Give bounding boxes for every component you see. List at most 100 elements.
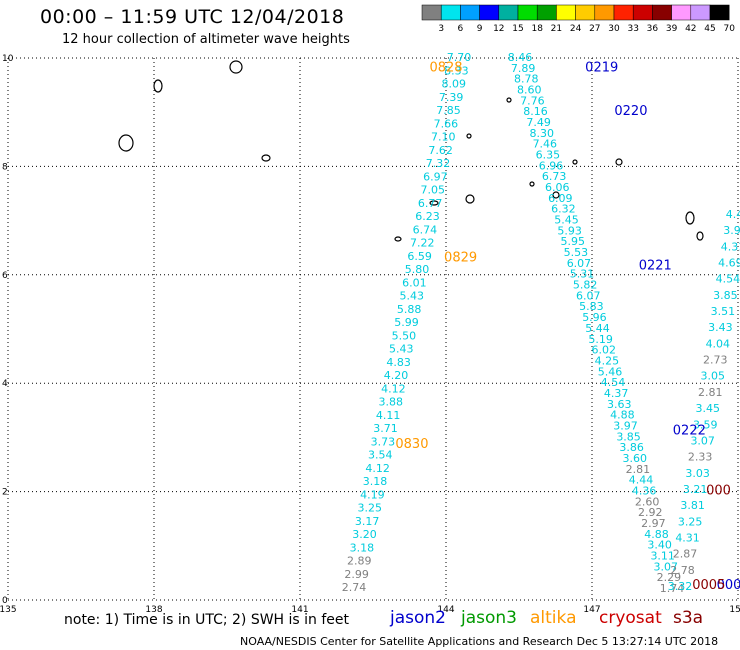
wave-height-label: 2.99: [344, 568, 369, 581]
wave-height-label: 4.88: [644, 528, 669, 541]
legend-altika: altika: [530, 608, 577, 628]
island-outline: [261, 154, 271, 162]
wave-height-label: 4.83: [386, 356, 411, 369]
wave-height-label: 6.06: [545, 181, 570, 194]
scale-label: 30: [608, 24, 620, 34]
wave-height-label: 6.09: [548, 192, 573, 205]
wave-height-label: 2.78: [670, 564, 695, 577]
wave-height-label: 4.69: [718, 257, 740, 270]
wave-height-label: 5.83: [579, 300, 604, 313]
island-outline: [685, 211, 695, 225]
wave-height-label: 7.49: [526, 116, 551, 129]
wave-height-label: 3.18: [363, 475, 388, 488]
lat-tick-label: 2: [2, 488, 8, 498]
wave-height-label: 7.70: [447, 51, 472, 64]
wave-height-label: 3.03: [685, 467, 710, 480]
wave-height-label: 2.81: [698, 386, 723, 399]
scale-label: 27: [589, 24, 600, 34]
legend-s3a: s3a: [673, 608, 704, 628]
wave-height-label: 3.88: [379, 396, 404, 409]
wave-height-label: 3.73: [371, 435, 396, 448]
island-outline: [153, 79, 163, 93]
scale-swatch: [690, 4, 711, 21]
wave-height-label: 4.36: [632, 484, 657, 497]
wave-height-label: 8.16: [523, 105, 548, 118]
wave-height-label: 4.12: [381, 382, 406, 395]
scale-label: 24: [570, 24, 582, 34]
pass-time-label: 0221: [639, 258, 672, 273]
wave-height-label: 3.40: [647, 539, 672, 552]
wave-height-label: 4.31: [675, 531, 700, 544]
scale-swatch: [440, 4, 461, 21]
wave-height-label: 3.98: [723, 224, 740, 237]
island-outline: [696, 231, 704, 241]
island-outline: [118, 134, 134, 152]
wave-height-label: 2.33: [688, 451, 713, 464]
wave-height-label: 2.92: [638, 506, 663, 519]
wave-height-label: 8.33: [444, 64, 469, 77]
scale-swatch: [536, 4, 557, 21]
scale-swatch: [479, 4, 500, 21]
wave-height-label: 2.81: [626, 463, 651, 476]
wave-height-label: 3.43: [708, 321, 733, 334]
wave-height-label: 8.78: [514, 73, 539, 86]
wave-height-label: 6.23: [415, 210, 440, 223]
wave-height-label: 5.45: [554, 214, 579, 227]
wave-height-label: 4.54: [601, 376, 626, 389]
wave-height-label: 4.19: [360, 488, 385, 501]
wave-height-label: 5.50: [392, 329, 417, 342]
island-outline: [229, 60, 243, 74]
scale-label: 33: [627, 24, 638, 34]
island-outline: [394, 236, 402, 242]
wave-height-label: 3.85: [616, 430, 641, 443]
land-outlines: [118, 60, 704, 242]
wave-height-label: 7.46: [533, 138, 558, 151]
wave-height-label: 5.96: [582, 311, 607, 324]
scale-label: 15: [512, 24, 523, 34]
wave-height-label: 2.74: [342, 581, 367, 594]
wave-height-label: 2.60: [635, 495, 660, 508]
map-subtitle: 12 hour collection of altimeter wave hei…: [62, 32, 350, 47]
wave-height-label: 7.39: [439, 91, 464, 104]
island-outline: [615, 158, 623, 166]
wave-height-label: 3.45: [695, 402, 720, 415]
scale-label: 6: [458, 24, 464, 34]
map-frame: 1351381411441471500246810: [0, 54, 740, 615]
wave-height-label: 5.93: [557, 224, 582, 237]
note-text: note: 1) Time is in UTC; 2) SWH is in fe…: [64, 612, 350, 628]
lat-tick-label: 4: [2, 379, 8, 389]
wave-height-label: 3.17: [355, 515, 380, 528]
wave-height-label: 5.43: [400, 290, 425, 303]
wave-height-label: 4.46: [726, 208, 740, 221]
wave-height-label: 3.25: [358, 502, 383, 515]
island-outline: [465, 194, 475, 204]
wave-height-label: 6.35: [536, 149, 561, 162]
wave-height-label: 6.96: [539, 159, 564, 172]
wave-height-label: 6.07: [576, 289, 601, 302]
wave-height-label: 7.10: [431, 131, 456, 144]
wave-height-label: 8.09: [442, 78, 467, 91]
pass-time-label: 0222: [673, 424, 706, 439]
lat-tick-label: 8: [2, 162, 8, 172]
lon-tick-label: 135: [0, 605, 17, 615]
wave-height-label: 5.44: [585, 322, 610, 335]
pass-time-label: 0220: [614, 104, 647, 119]
lat-tick-label: 0: [2, 596, 8, 606]
scale-swatch: [709, 4, 730, 21]
wave-height-label: 3.05: [701, 370, 726, 383]
wave-height-label: 8.30: [529, 127, 554, 140]
scale-swatch: [556, 4, 576, 21]
map-title: 00:00 – 11:59 UTC 12/04/2018: [40, 6, 345, 28]
island-outline: [529, 181, 535, 187]
scale-label: 70: [723, 24, 735, 34]
pass-time-label: 0002: [717, 578, 740, 593]
scale-label: 36: [647, 24, 659, 34]
legend-jason2: jason2: [390, 608, 446, 628]
wave-height-label: 3.71: [373, 422, 398, 435]
wave-height-label: 4.11: [376, 409, 401, 422]
wave-height-label: 6.07: [567, 257, 592, 270]
wave-height-label: 7.05: [421, 184, 446, 197]
lat-tick-label: 10: [2, 54, 14, 64]
wave-height-label: 3.11: [650, 549, 675, 562]
